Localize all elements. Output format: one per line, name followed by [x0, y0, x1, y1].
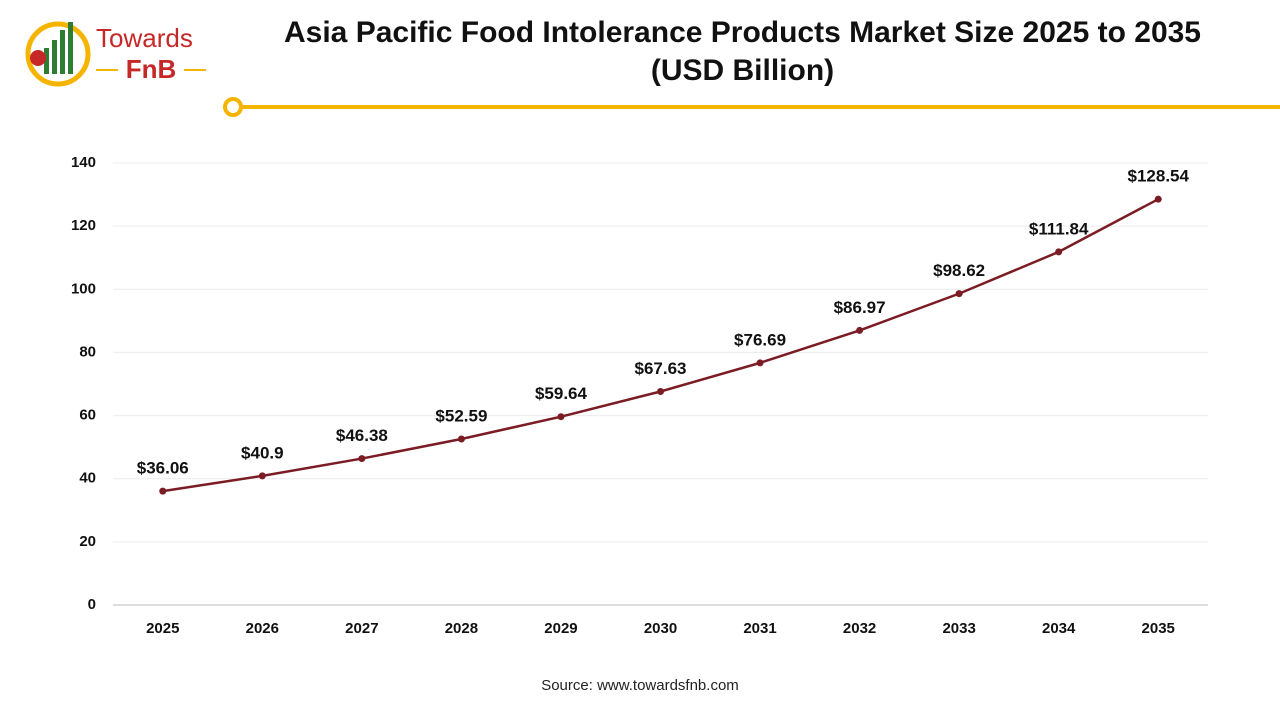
point: [557, 413, 565, 421]
y-tick-label: 80: [79, 343, 96, 360]
value-label: $98.62: [933, 261, 985, 280]
value-label: $67.63: [635, 359, 687, 378]
point: [358, 455, 366, 463]
logo-text: Towards: [96, 23, 193, 53]
value-label: $111.84: [1029, 219, 1089, 238]
logo-bar: [52, 40, 57, 74]
y-tick-label: 40: [79, 470, 96, 487]
x-tick-label: 2029: [544, 620, 577, 637]
source: Source: www.towardsfnb.com: [541, 677, 739, 694]
point: [856, 326, 864, 334]
logo-ring: [25, 21, 91, 87]
value-label: $86.97: [834, 298, 886, 317]
point: [1154, 195, 1162, 203]
logo-dot: [30, 50, 46, 66]
y-tick-label: 140: [71, 154, 96, 171]
x-tick-label: 2025: [146, 620, 179, 637]
value-label: $52.59: [435, 406, 487, 425]
point: [756, 359, 764, 367]
x-tick-label: 2031: [743, 620, 776, 637]
value-label: $46.38: [336, 426, 388, 445]
x-tick-label: 2028: [445, 620, 478, 637]
y-tick-label: 100: [71, 280, 96, 297]
logo-bar: [44, 48, 49, 74]
y-tick-label: 120: [71, 217, 96, 234]
chart-title: Asia Pacific Food Intolerance Products M…: [283, 16, 1201, 87]
logo-bar: [68, 22, 73, 74]
x-tick-label: 2026: [246, 620, 279, 637]
y-tick-label: 20: [79, 533, 96, 550]
logo-text: FnB: [126, 54, 177, 84]
y-tick-label: 0: [88, 596, 96, 613]
value-label: $36.06: [137, 459, 189, 478]
x-tick-label: 2027: [345, 620, 378, 637]
x-tick-label: 2030: [644, 620, 677, 637]
point: [258, 472, 266, 480]
x-tick-label: 2035: [1142, 620, 1175, 637]
y-tick-label: 60: [79, 407, 96, 424]
point: [159, 487, 167, 495]
point: [457, 435, 465, 443]
x-tick-label: 2033: [942, 620, 975, 637]
line: [162, 198, 1159, 493]
x-tick-label: 2032: [843, 620, 876, 637]
point: [657, 387, 664, 395]
point: [1055, 248, 1063, 256]
header-dot: [223, 97, 243, 117]
x-tick-label: 2034: [1042, 620, 1076, 637]
value-label: $40.9: [241, 443, 284, 462]
value-label: $76.69: [734, 330, 786, 349]
value-label: $128.54: [1128, 167, 1190, 186]
logo-bar: [60, 30, 65, 74]
logo: Towards FnB: [25, 21, 206, 87]
value-label: $59.64: [535, 384, 588, 403]
point: [955, 290, 963, 298]
